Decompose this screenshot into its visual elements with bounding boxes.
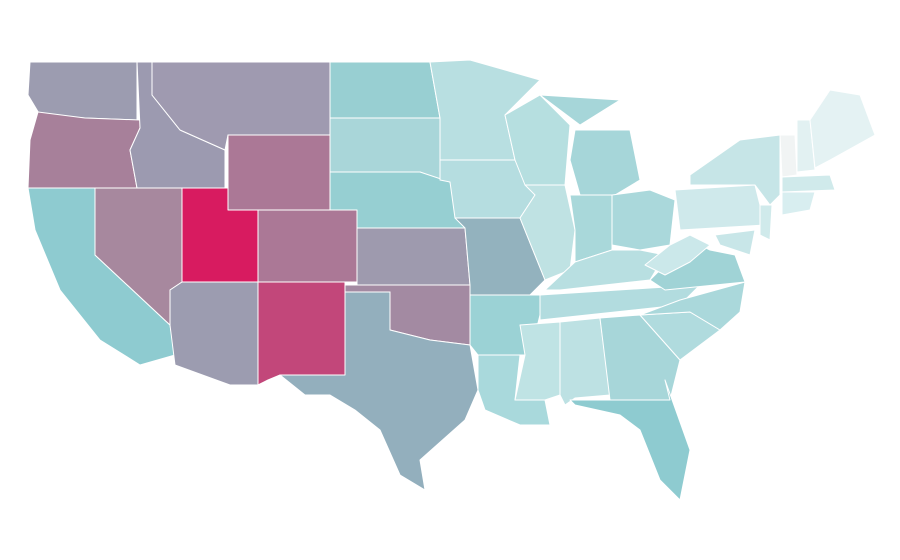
state — [27, 111, 141, 189]
state — [27, 61, 138, 121]
state — [809, 89, 876, 169]
state — [569, 379, 691, 501]
state — [539, 94, 621, 126]
state — [796, 119, 816, 173]
state — [569, 129, 641, 196]
state — [714, 229, 756, 256]
state — [519, 184, 576, 281]
state — [227, 134, 331, 211]
state — [257, 281, 346, 386]
state — [781, 174, 836, 193]
state — [356, 227, 471, 286]
state — [329, 117, 441, 181]
state — [539, 284, 701, 321]
state — [644, 234, 711, 276]
state — [169, 281, 259, 386]
state — [779, 134, 798, 178]
state — [611, 189, 676, 251]
state — [674, 184, 766, 231]
state — [689, 134, 781, 206]
state — [477, 354, 551, 426]
state — [257, 209, 358, 283]
state — [544, 249, 666, 291]
state — [599, 314, 681, 401]
state — [759, 204, 773, 241]
state — [514, 321, 561, 401]
state — [781, 191, 816, 216]
state — [329, 61, 441, 119]
state — [279, 291, 479, 491]
